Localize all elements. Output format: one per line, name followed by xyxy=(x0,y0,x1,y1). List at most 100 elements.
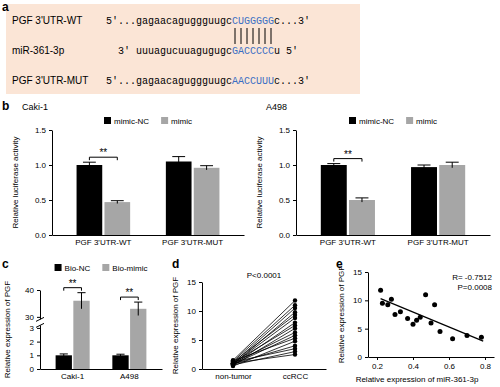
point xyxy=(405,316,410,321)
y-axis: 0 5 10 15 xyxy=(187,278,202,374)
chart: bCaki-1Relative luciferase activityPGF 3… xyxy=(2,99,245,247)
y-tick-label: 0.5 xyxy=(279,196,291,205)
x-axis: PGF 3'UTR-WT PGF 3'UTR-MUT xyxy=(297,236,491,247)
y-tick-label: 15 xyxy=(187,278,196,287)
y-tick-mark xyxy=(37,355,40,356)
y-tick: 0.0 xyxy=(279,231,296,240)
x-tick: 0.6 xyxy=(444,357,456,371)
error-bar-line xyxy=(81,293,82,309)
marks xyxy=(378,288,484,342)
row-name: miR-361-3p xyxy=(12,45,65,56)
pair-line xyxy=(233,312,295,364)
sequence: 5'...gagaacaguggguugc xyxy=(106,76,232,87)
y-tick-label: 3 xyxy=(30,324,35,333)
error-bar-line xyxy=(138,302,139,315)
x-tick-label: 0.8 xyxy=(480,362,492,371)
x-tick-label: 0.4 xyxy=(408,362,420,371)
y-tick-label: 1.5 xyxy=(279,126,291,135)
point xyxy=(293,326,297,330)
x-tick: Caki-1 xyxy=(61,372,85,381)
marks xyxy=(231,298,297,368)
panel-label: b xyxy=(2,99,9,113)
error-bar xyxy=(446,162,459,168)
x-tick: PGF 3'UTR-MUT xyxy=(162,238,223,247)
pair-line xyxy=(233,323,295,365)
x-tick: PGF 3'UTR-WT xyxy=(320,238,376,247)
y-axis-line xyxy=(40,291,41,370)
pair-line xyxy=(233,305,295,361)
annotation: ** xyxy=(125,287,133,298)
x-tick-label: ccRCC xyxy=(283,372,309,381)
pair-line xyxy=(233,355,295,364)
y-tick-mark xyxy=(199,340,202,341)
y-tick: 5 xyxy=(192,336,202,345)
point xyxy=(293,316,297,320)
y-axis: 0.00.51.01.5 xyxy=(35,126,53,240)
x-tick-label: 0.2 xyxy=(372,362,384,371)
pair-line xyxy=(233,341,295,366)
axis-break-mark xyxy=(36,323,44,327)
y-tick: 0 xyxy=(30,365,40,374)
pair-line xyxy=(233,349,295,362)
x-axis: PGF 3'UTR-WTPGF 3'UTR-MUT xyxy=(53,236,245,247)
y-tick-mark xyxy=(199,311,202,312)
bar xyxy=(349,200,375,235)
error-bar-cap xyxy=(60,353,68,354)
diagram-background xyxy=(6,4,360,94)
x-tick-label: PGF 3'UTR-WT xyxy=(320,238,376,247)
y-axis-title: Relative expression of PGF xyxy=(337,266,346,363)
x-tick: 0.4 xyxy=(408,357,420,371)
legend-label: mimic xyxy=(171,117,192,126)
error-bar xyxy=(200,166,213,170)
y-axis-title: Relative expression of PGF xyxy=(3,281,12,378)
x-axis-line xyxy=(41,369,163,370)
x-axis: 0.2 0.4 0.6 0.8 xyxy=(369,357,495,371)
x-tick-mark xyxy=(413,357,414,360)
y-tick-label: 1.0 xyxy=(35,161,47,170)
point xyxy=(411,322,416,327)
plot: Relative expression of PGFRelative expre… xyxy=(337,266,495,384)
x-tick-mark xyxy=(377,357,378,360)
legend: mimic-NCmimic xyxy=(349,117,437,126)
error-bar-cap xyxy=(77,292,85,293)
seed-sequence: GACCCCC xyxy=(232,46,274,57)
y-tick-mark xyxy=(293,130,296,131)
figure: aPGF 3'UTR-WT5'...gagaacaguggguugcCUGGGG… xyxy=(0,0,500,387)
point xyxy=(429,321,434,326)
x-tick-label: A498 xyxy=(120,372,139,381)
bar xyxy=(104,202,130,235)
legend-swatch xyxy=(102,264,109,271)
chart-title: Caki-1 xyxy=(22,102,48,112)
y-tick: 40 xyxy=(25,286,40,295)
y-tick-label: 1 xyxy=(30,351,35,360)
seed-sequence: CUGGGGG xyxy=(232,16,274,27)
x-tick: PGF 3'UTR-MUT xyxy=(408,238,469,247)
panel-label: d xyxy=(172,257,179,271)
base-pair xyxy=(253,28,254,44)
x-tick-mark xyxy=(485,357,486,360)
point xyxy=(423,292,428,297)
y-tick: 1 xyxy=(30,351,40,360)
y-tick-label: 5 xyxy=(192,336,197,345)
pair-line xyxy=(233,301,295,361)
y-tick-mark xyxy=(37,290,40,291)
y-tick-label: 15 xyxy=(353,268,362,277)
point xyxy=(479,335,484,340)
y-tick-label: 10 xyxy=(187,307,196,316)
sequence: c...3' xyxy=(274,16,310,27)
y-tick-label: 30 xyxy=(25,313,34,322)
y-tick: 1.0 xyxy=(279,161,296,170)
pair-line xyxy=(233,318,295,364)
point xyxy=(293,339,297,343)
y-tick-mark xyxy=(293,200,296,201)
y-tick: 2 xyxy=(30,338,40,347)
y-tick: 0 xyxy=(192,365,202,374)
error-bar-cap xyxy=(327,163,340,164)
sequence: 5'...gagaacaguggguugc xyxy=(106,16,232,27)
legend-swatch xyxy=(104,117,111,124)
bar xyxy=(166,162,192,236)
y-tick-label: 0 xyxy=(358,353,363,362)
x-axis: non-tumorccRCC xyxy=(203,370,327,381)
panel-label: a xyxy=(2,0,9,14)
plot: Caki-1Relative luciferase activityPGF 3'… xyxy=(11,102,245,247)
